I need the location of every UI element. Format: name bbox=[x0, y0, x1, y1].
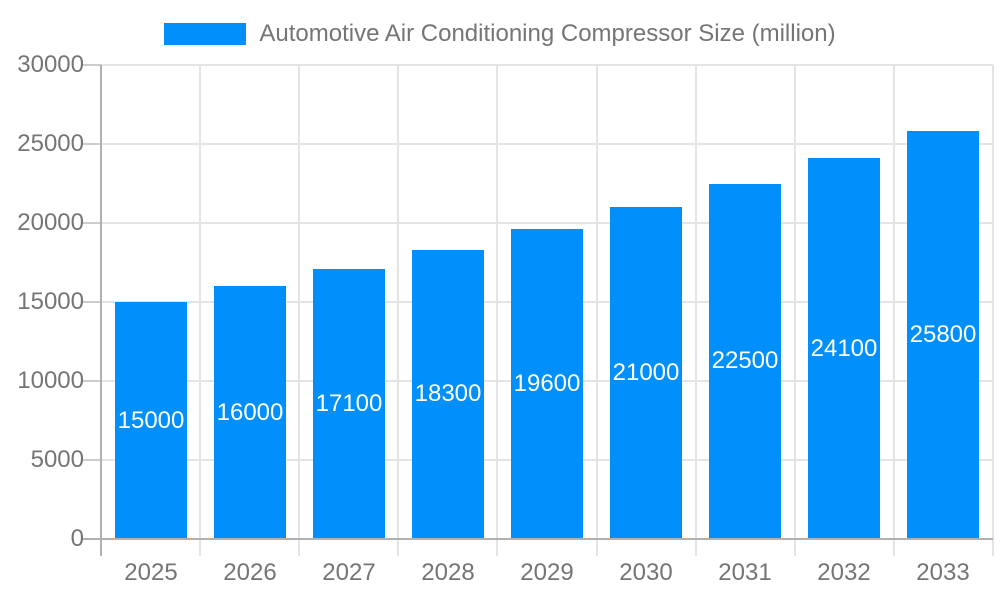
bar-2025[interactable] bbox=[115, 302, 187, 539]
gridline-horizontal bbox=[101, 143, 993, 145]
bar-2031[interactable] bbox=[709, 184, 781, 540]
gridline-vertical bbox=[695, 65, 697, 556]
legend-item[interactable]: Automotive Air Conditioning Compressor S… bbox=[0, 20, 1000, 48]
y-axis-tick bbox=[83, 222, 101, 224]
x-axis-tick-label: 2032 bbox=[817, 559, 871, 586]
x-axis-tick-label: 2025 bbox=[124, 559, 178, 586]
y-axis-tick-label: 30000 bbox=[17, 51, 84, 78]
y-axis-tick bbox=[83, 380, 101, 382]
gridline-vertical bbox=[893, 65, 895, 556]
bar-2029[interactable] bbox=[511, 229, 583, 539]
y-axis-tick-label: 25000 bbox=[17, 130, 84, 157]
legend-label: Automotive Air Conditioning Compressor S… bbox=[259, 20, 836, 47]
gridline-vertical bbox=[992, 65, 994, 556]
x-axis-tick-label: 2027 bbox=[322, 559, 376, 586]
bar-2027[interactable] bbox=[313, 269, 385, 539]
x-axis-baseline bbox=[83, 538, 993, 540]
x-axis-tick-label: 2030 bbox=[619, 559, 673, 586]
gridline-vertical bbox=[794, 65, 796, 556]
gridline-horizontal bbox=[101, 64, 993, 66]
gridline-vertical bbox=[397, 65, 399, 556]
bar-value-label: 24100 bbox=[810, 335, 878, 362]
bar-value-label: 19600 bbox=[513, 370, 581, 397]
x-axis-tick-label: 2026 bbox=[223, 559, 277, 586]
gridline-vertical bbox=[596, 65, 598, 556]
gridline-horizontal bbox=[101, 222, 993, 224]
x-axis-tick-label: 2031 bbox=[718, 559, 772, 586]
y-axis-tick-label: 20000 bbox=[17, 209, 84, 236]
y-axis-tick-label: 10000 bbox=[17, 367, 84, 394]
gridline-vertical bbox=[298, 65, 300, 556]
y-axis-tick-label: 15000 bbox=[17, 288, 84, 315]
bar-2033[interactable] bbox=[907, 131, 979, 539]
bar-value-label: 15000 bbox=[117, 407, 185, 434]
y-axis-tick bbox=[83, 143, 101, 145]
y-axis-tick bbox=[83, 459, 101, 461]
gridline-vertical bbox=[496, 65, 498, 556]
bar-value-label: 16000 bbox=[216, 399, 284, 426]
y-axis-tick bbox=[83, 64, 101, 66]
y-axis-tick-label: 5000 bbox=[30, 446, 84, 473]
bar-2026[interactable] bbox=[214, 286, 286, 539]
legend-swatch bbox=[164, 23, 247, 45]
bar-value-label: 17100 bbox=[315, 390, 383, 417]
bar-value-label: 25800 bbox=[909, 321, 977, 348]
x-axis-tick-label: 2029 bbox=[520, 559, 574, 586]
y-axis-line bbox=[100, 65, 102, 556]
y-axis-tick-label: 0 bbox=[70, 525, 84, 552]
bar-value-label: 18300 bbox=[414, 380, 482, 407]
y-axis-tick bbox=[83, 301, 101, 303]
x-axis-tick-label: 2028 bbox=[421, 559, 475, 586]
bar-2032[interactable] bbox=[808, 158, 880, 539]
bar-value-label: 22500 bbox=[711, 347, 779, 374]
bar-2028[interactable] bbox=[412, 250, 484, 539]
x-axis-tick-label: 2033 bbox=[916, 559, 970, 586]
gridline-vertical bbox=[199, 65, 201, 556]
bar-value-label: 21000 bbox=[612, 359, 680, 386]
bar-2030[interactable] bbox=[610, 207, 682, 539]
